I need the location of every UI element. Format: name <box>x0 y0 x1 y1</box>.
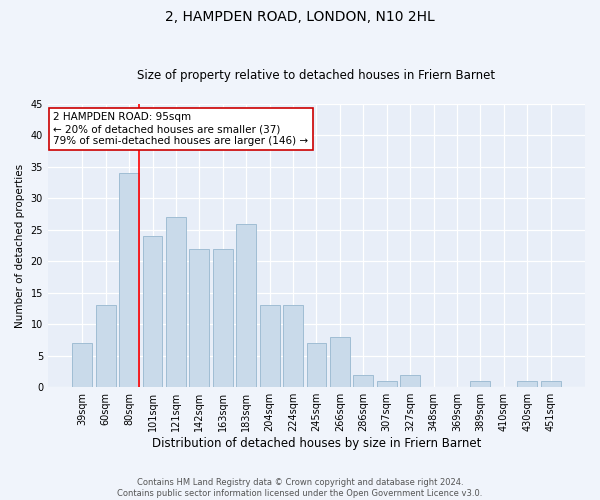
Y-axis label: Number of detached properties: Number of detached properties <box>15 164 25 328</box>
Bar <box>96 306 116 387</box>
Bar <box>470 381 490 387</box>
Text: 2, HAMPDEN ROAD, LONDON, N10 2HL: 2, HAMPDEN ROAD, LONDON, N10 2HL <box>165 10 435 24</box>
X-axis label: Distribution of detached houses by size in Friern Barnet: Distribution of detached houses by size … <box>152 437 481 450</box>
Bar <box>330 337 350 387</box>
Bar <box>213 249 233 387</box>
Bar <box>283 306 303 387</box>
Bar <box>517 381 537 387</box>
Bar <box>353 374 373 387</box>
Bar <box>260 306 280 387</box>
Text: 2 HAMPDEN ROAD: 95sqm
← 20% of detached houses are smaller (37)
79% of semi-deta: 2 HAMPDEN ROAD: 95sqm ← 20% of detached … <box>53 112 308 146</box>
Bar <box>119 173 139 387</box>
Text: Contains HM Land Registry data © Crown copyright and database right 2024.
Contai: Contains HM Land Registry data © Crown c… <box>118 478 482 498</box>
Bar <box>541 381 560 387</box>
Bar <box>73 343 92 387</box>
Bar <box>307 343 326 387</box>
Bar <box>143 236 163 387</box>
Bar <box>377 381 397 387</box>
Bar <box>190 249 209 387</box>
Bar <box>236 224 256 387</box>
Bar <box>400 374 420 387</box>
Bar <box>166 218 186 387</box>
Title: Size of property relative to detached houses in Friern Barnet: Size of property relative to detached ho… <box>137 69 496 82</box>
